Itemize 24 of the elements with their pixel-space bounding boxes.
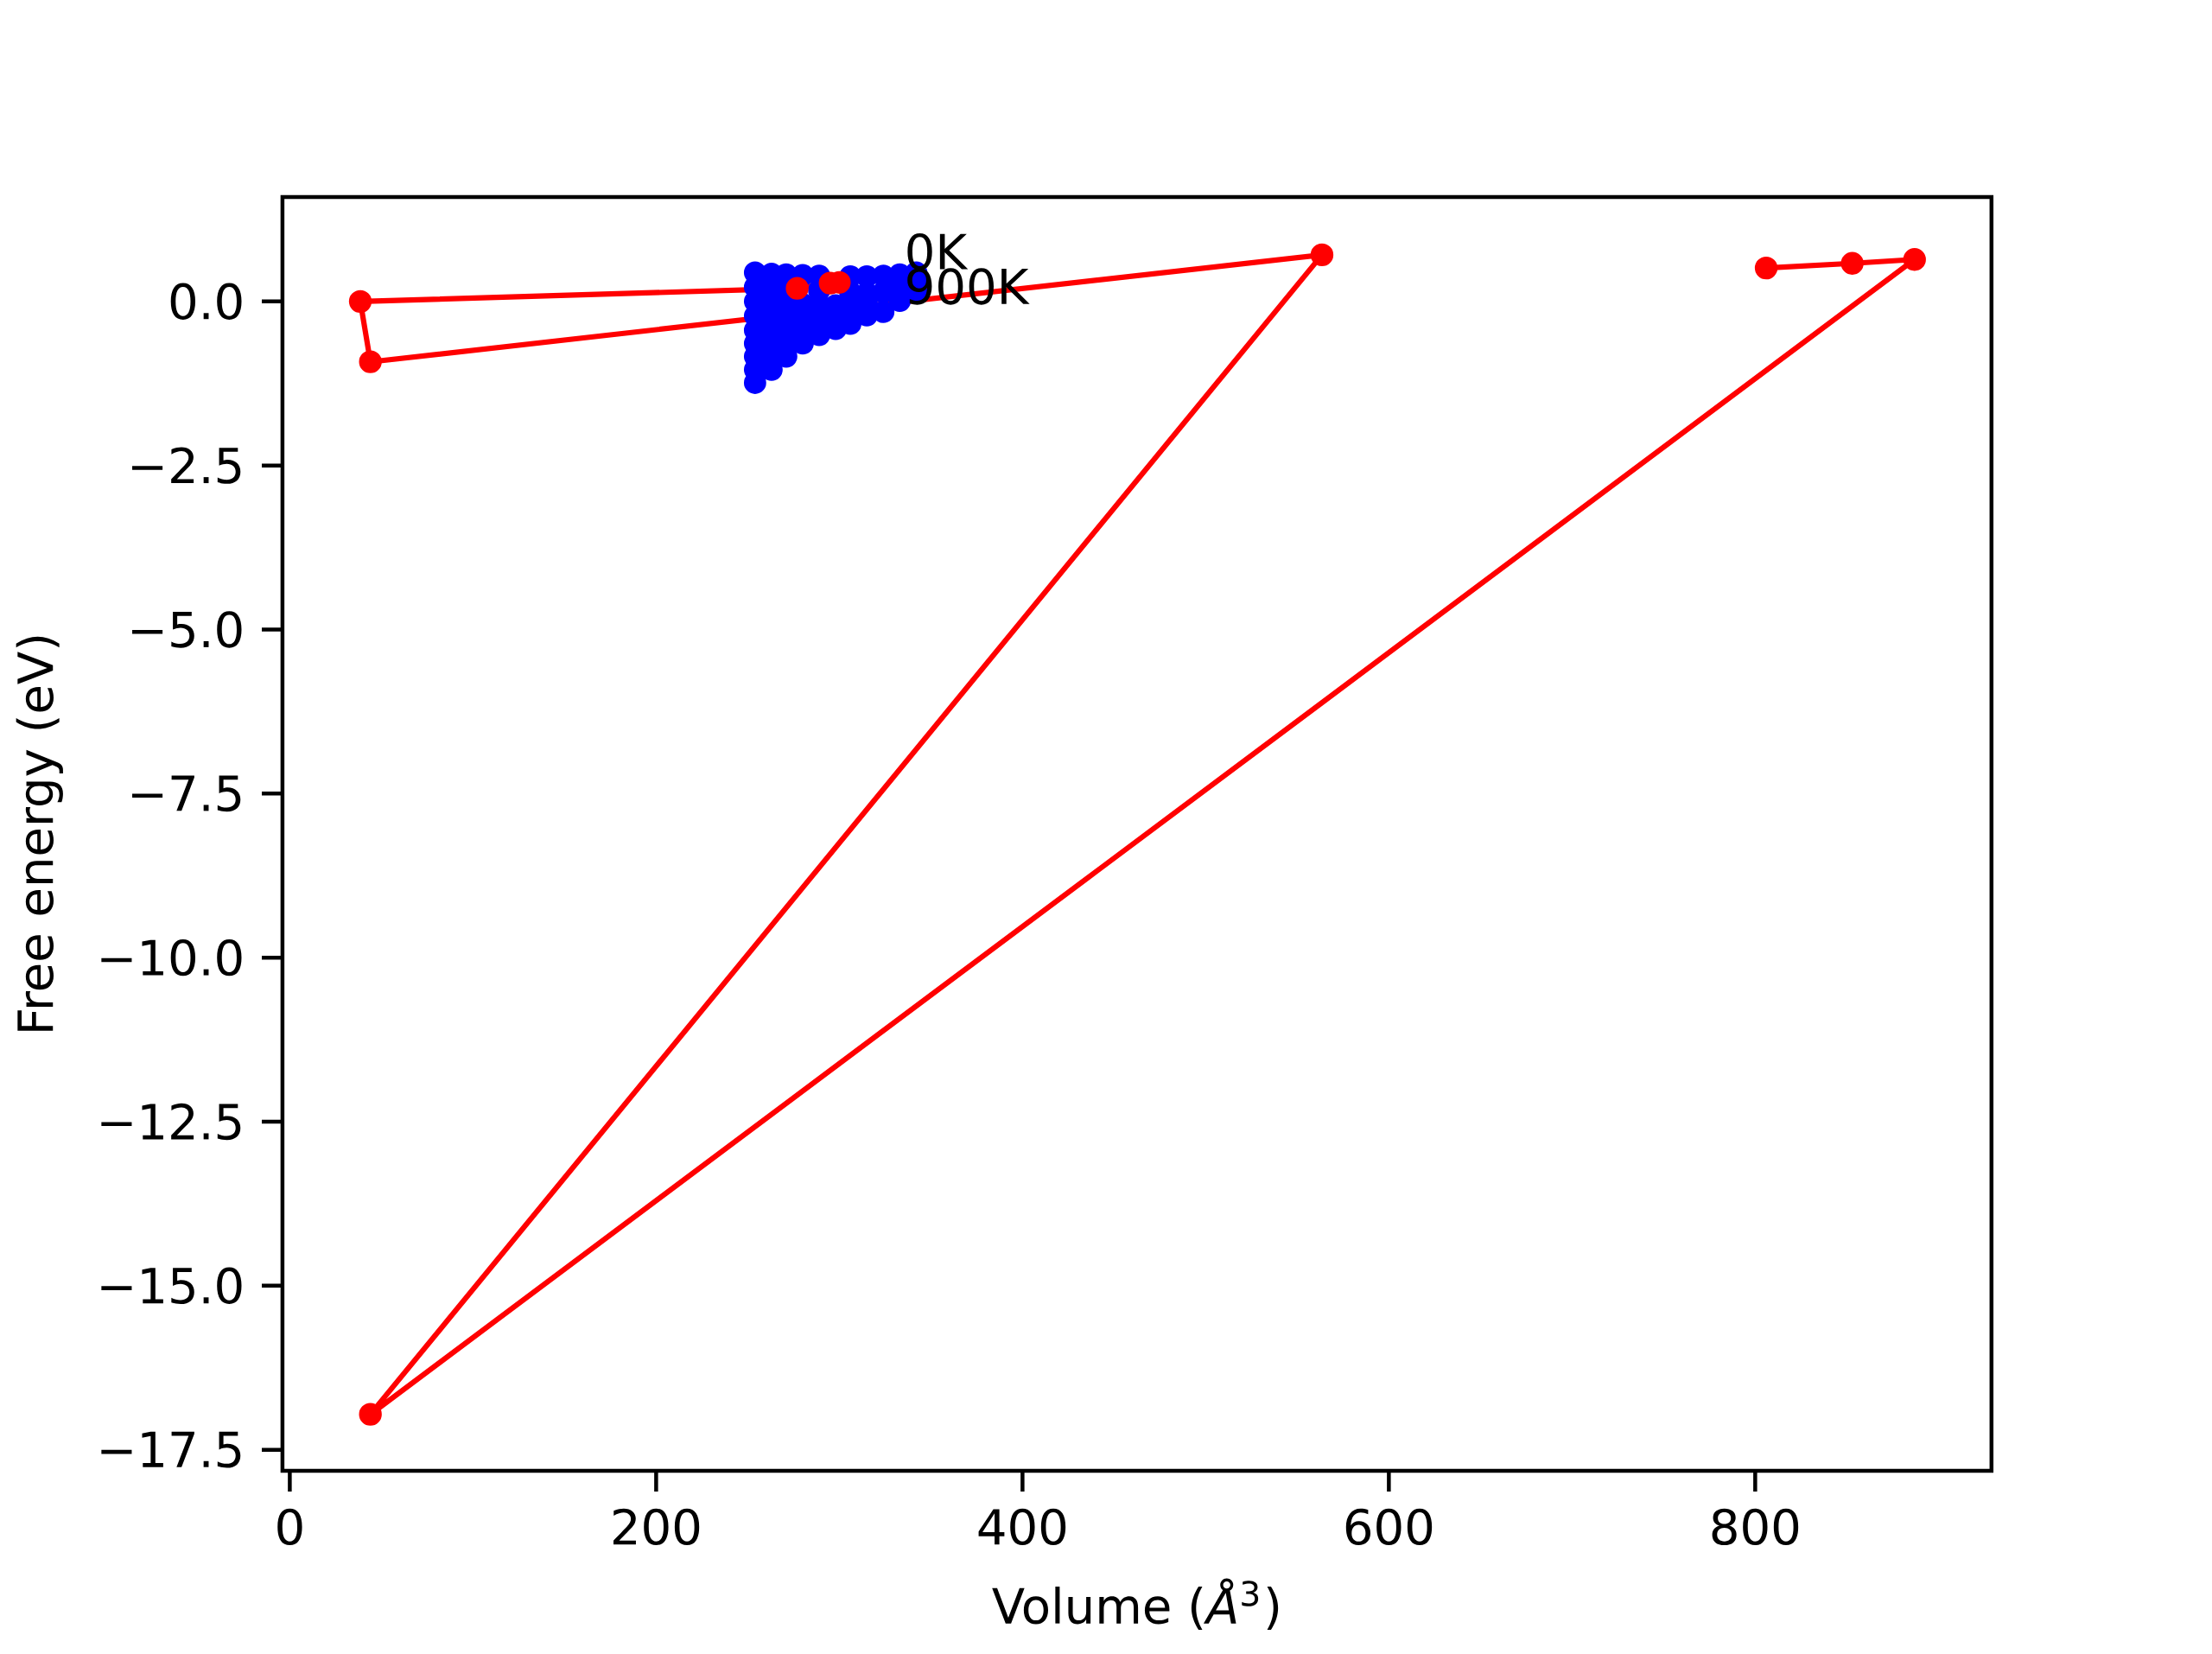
- y-tick-label: −12.5: [101, 1103, 241, 1141]
- y-tick-label: −17.5: [101, 1431, 241, 1468]
- x-tick-label: 0: [277, 1508, 302, 1546]
- point: [1310, 243, 1334, 267]
- point: [348, 289, 372, 313]
- y-tick-label: −10.0: [101, 938, 242, 976]
- y-tick-label: −15.0: [101, 1267, 242, 1304]
- point: [359, 1403, 382, 1426]
- y-tick-label: −5.0: [132, 611, 242, 648]
- point: [1903, 248, 1926, 271]
- point: [1840, 251, 1864, 275]
- y-tick-label: 0.0: [170, 283, 242, 320]
- annotation: 0K: [907, 232, 969, 270]
- y-tick-label: −7.5: [132, 775, 241, 812]
- point: [785, 277, 809, 300]
- x-axis-title: Volume (Å$^{3}$): [992, 1578, 1279, 1630]
- y-tick-label: −2.5: [132, 447, 241, 484]
- x-tick-label: 400: [978, 1508, 1066, 1546]
- point: [1754, 256, 1778, 280]
- point: [359, 350, 382, 373]
- x-tick-label: 200: [613, 1508, 700, 1546]
- y-axis-title: Free energy (eV): [16, 636, 63, 1031]
- x-tick-label: 600: [1345, 1508, 1433, 1546]
- x-tick-label: 800: [1712, 1508, 1799, 1546]
